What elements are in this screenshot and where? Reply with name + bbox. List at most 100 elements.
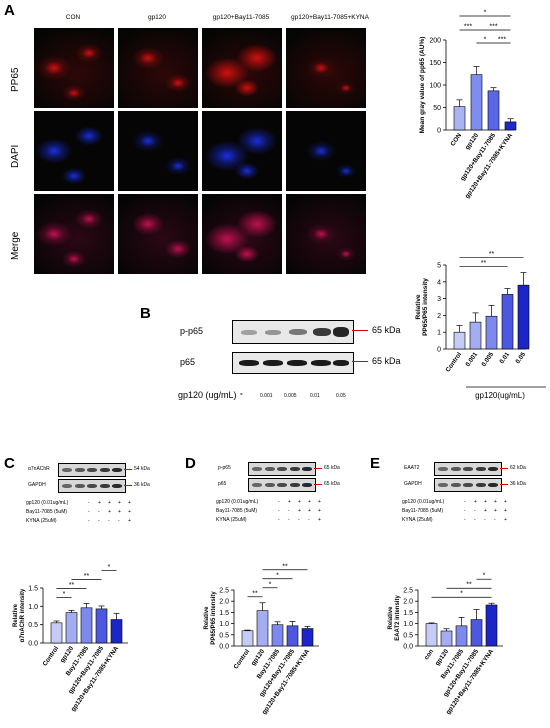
treatment-sign: + <box>98 500 101 506</box>
treatment-sign: - <box>278 499 280 505</box>
bar-C-3 <box>95 608 108 644</box>
treatment-sign: - <box>88 518 90 524</box>
sig-mark-A: * <box>484 10 487 17</box>
treatment-row-label: KYNA (25uM) <box>26 518 57 524</box>
sig-mark-D: * <box>269 581 272 588</box>
treatment-sign: + <box>318 499 321 505</box>
treatment-sign: - <box>98 518 100 524</box>
y-tick-label-E: 1.5 <box>403 610 413 617</box>
treatment-sign: - <box>278 508 280 514</box>
dose-2: 0.005 <box>284 393 297 399</box>
treatment-row-label: Bay11-7085 (5uM) <box>26 509 68 515</box>
y-tick-label-A: 150 <box>429 60 441 67</box>
treatment-sign: + <box>108 500 111 506</box>
blotC-band-0 <box>58 463 126 477</box>
blotE-band-0 <box>434 462 502 476</box>
x-tick-label-A: gp120 <box>464 132 480 151</box>
bar-D-1 <box>256 610 269 647</box>
y-tick-label-B: 4 <box>437 279 441 286</box>
sig-mark-E: * <box>483 573 486 580</box>
treatment-sign: - <box>88 500 90 506</box>
blotC-band-1 <box>58 479 126 493</box>
y-tick-label-B: 3 <box>437 296 441 303</box>
bar-B-3 <box>501 294 514 350</box>
panel-letter-e: E <box>370 455 381 472</box>
y-tick-label-C: 0.0 <box>28 641 38 648</box>
y-axis-label-A: Mean gray value of pp65 (AU%) <box>419 37 426 134</box>
y-tick-label-A: 50 <box>433 105 441 112</box>
y-axis-label-E: RelativeEAAT2 intensity <box>388 595 401 641</box>
y-tick-label-E: 2.5 <box>403 588 413 595</box>
marker-line <box>500 468 508 469</box>
col-label-con: CON <box>65 14 81 21</box>
sig-mark-A: *** <box>464 24 472 31</box>
y-tick-label-E: 0.5 <box>403 632 413 639</box>
x-tick-label-A: CON <box>449 132 463 148</box>
treatment-row-label: Bay11-7085 (5uM) <box>402 508 444 514</box>
col-label-gp120: gp120 <box>147 14 167 21</box>
blotD-kda-0: 65 kDa <box>324 465 340 471</box>
bar-C-2 <box>80 607 93 644</box>
blotE-kda-1: 36 kDa <box>510 481 526 487</box>
micrograph-pp65-2 <box>118 28 198 108</box>
marker-line <box>314 484 322 485</box>
blot-b-label-pp65: p-p65 <box>180 326 204 336</box>
y-tick-label-E: 1.0 <box>403 621 413 628</box>
bar-D-3 <box>286 625 299 647</box>
blotE-label-0: EAAT2 <box>404 465 420 471</box>
treatment-sign: + <box>118 509 121 515</box>
y-tick-label-D: 0.0 <box>219 644 229 651</box>
sig-mark-E: * <box>460 591 463 598</box>
treatment-sign: - <box>474 517 476 523</box>
y-tick-label-B: 1 <box>437 330 441 337</box>
treatment-sign: - <box>494 517 496 523</box>
bar-A-3 <box>504 121 517 131</box>
y-tick-label-D: 1.0 <box>219 621 229 628</box>
micrograph-pp65-1 <box>34 28 114 108</box>
sig-mark-D: ** <box>282 563 288 570</box>
sig-mark-C: ** <box>84 573 90 580</box>
blotD-band-0 <box>248 462 316 476</box>
treatment-sign: + <box>128 509 131 515</box>
sig-mark-A: *** <box>498 37 506 44</box>
treatment-sign: + <box>298 508 301 514</box>
treatment-sign: - <box>288 517 290 523</box>
treatment-sign: - <box>298 517 300 523</box>
y-axis-label-C: Relativeα7nAChR intensity <box>13 588 26 642</box>
treatment-sign: - <box>108 518 110 524</box>
kda-b-2: 65 kDa <box>372 356 401 366</box>
bar-E-2 <box>455 625 468 647</box>
marker-line <box>352 361 368 362</box>
x-tick-label-B: 0.05 <box>514 351 527 365</box>
blotD-band-1 <box>248 478 316 492</box>
treatment-sign: - <box>464 499 466 505</box>
bar-A-0 <box>453 106 466 131</box>
dose-1: 0.001 <box>260 393 273 399</box>
bar-A-2 <box>487 90 500 131</box>
treatment-sign: + <box>128 518 131 524</box>
sig-mark-E: ** <box>466 582 472 589</box>
panel-letter-d: D <box>185 455 196 472</box>
y-tick-label-D: 1.5 <box>219 610 229 617</box>
sig-mark-B: ** <box>481 260 487 267</box>
micrograph-merge-3 <box>202 194 282 274</box>
x-tick-label-B: 0.001 <box>464 351 479 368</box>
sig-mark-C: ** <box>69 582 75 589</box>
treatment-sign: + <box>318 508 321 514</box>
treatment-sign: + <box>474 499 477 505</box>
x-axis-label-B: gp120(ug/mL) <box>475 391 525 400</box>
bar-D-0 <box>241 630 254 647</box>
treatment-sign: + <box>308 499 311 505</box>
sig-mark-B: ** <box>489 251 495 258</box>
panel-letter-c: C <box>4 455 15 472</box>
treatment-sign: - <box>484 517 486 523</box>
blotD-label-0: p-p65 <box>218 465 231 471</box>
blotE-kda-0: 62 kDa <box>510 465 526 471</box>
micrograph-dapi-4 <box>286 111 366 191</box>
x-tick-label-E: con <box>423 648 435 661</box>
sig-mark-D: ** <box>252 590 258 597</box>
micrograph-merge-2 <box>118 194 198 274</box>
y-tick-label-D: 2.5 <box>219 588 229 595</box>
sig-mark-A: * <box>484 37 487 44</box>
